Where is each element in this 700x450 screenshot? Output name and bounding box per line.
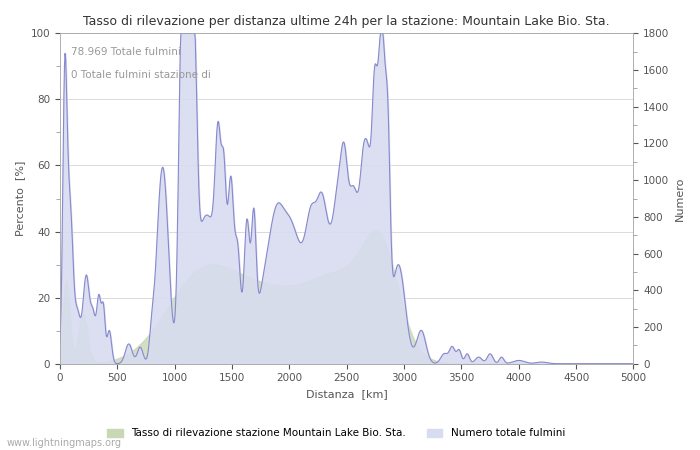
Y-axis label: Numero: Numero: [675, 176, 685, 220]
Text: 78.969 Totale fulmini: 78.969 Totale fulmini: [71, 46, 181, 57]
X-axis label: Distanza  [km]: Distanza [km]: [306, 389, 388, 399]
Text: www.lightningmaps.org: www.lightningmaps.org: [7, 438, 122, 448]
Text: 0 Totale fulmini stazione di: 0 Totale fulmini stazione di: [71, 70, 211, 80]
Title: Tasso di rilevazione per distanza ultime 24h per la stazione: Mountain Lake Bio.: Tasso di rilevazione per distanza ultime…: [83, 15, 610, 28]
Y-axis label: Percento  [%]: Percento [%]: [15, 161, 25, 236]
Legend: Tasso di rilevazione stazione Mountain Lake Bio. Sta., Numero totale fulmini: Tasso di rilevazione stazione Mountain L…: [103, 424, 569, 442]
